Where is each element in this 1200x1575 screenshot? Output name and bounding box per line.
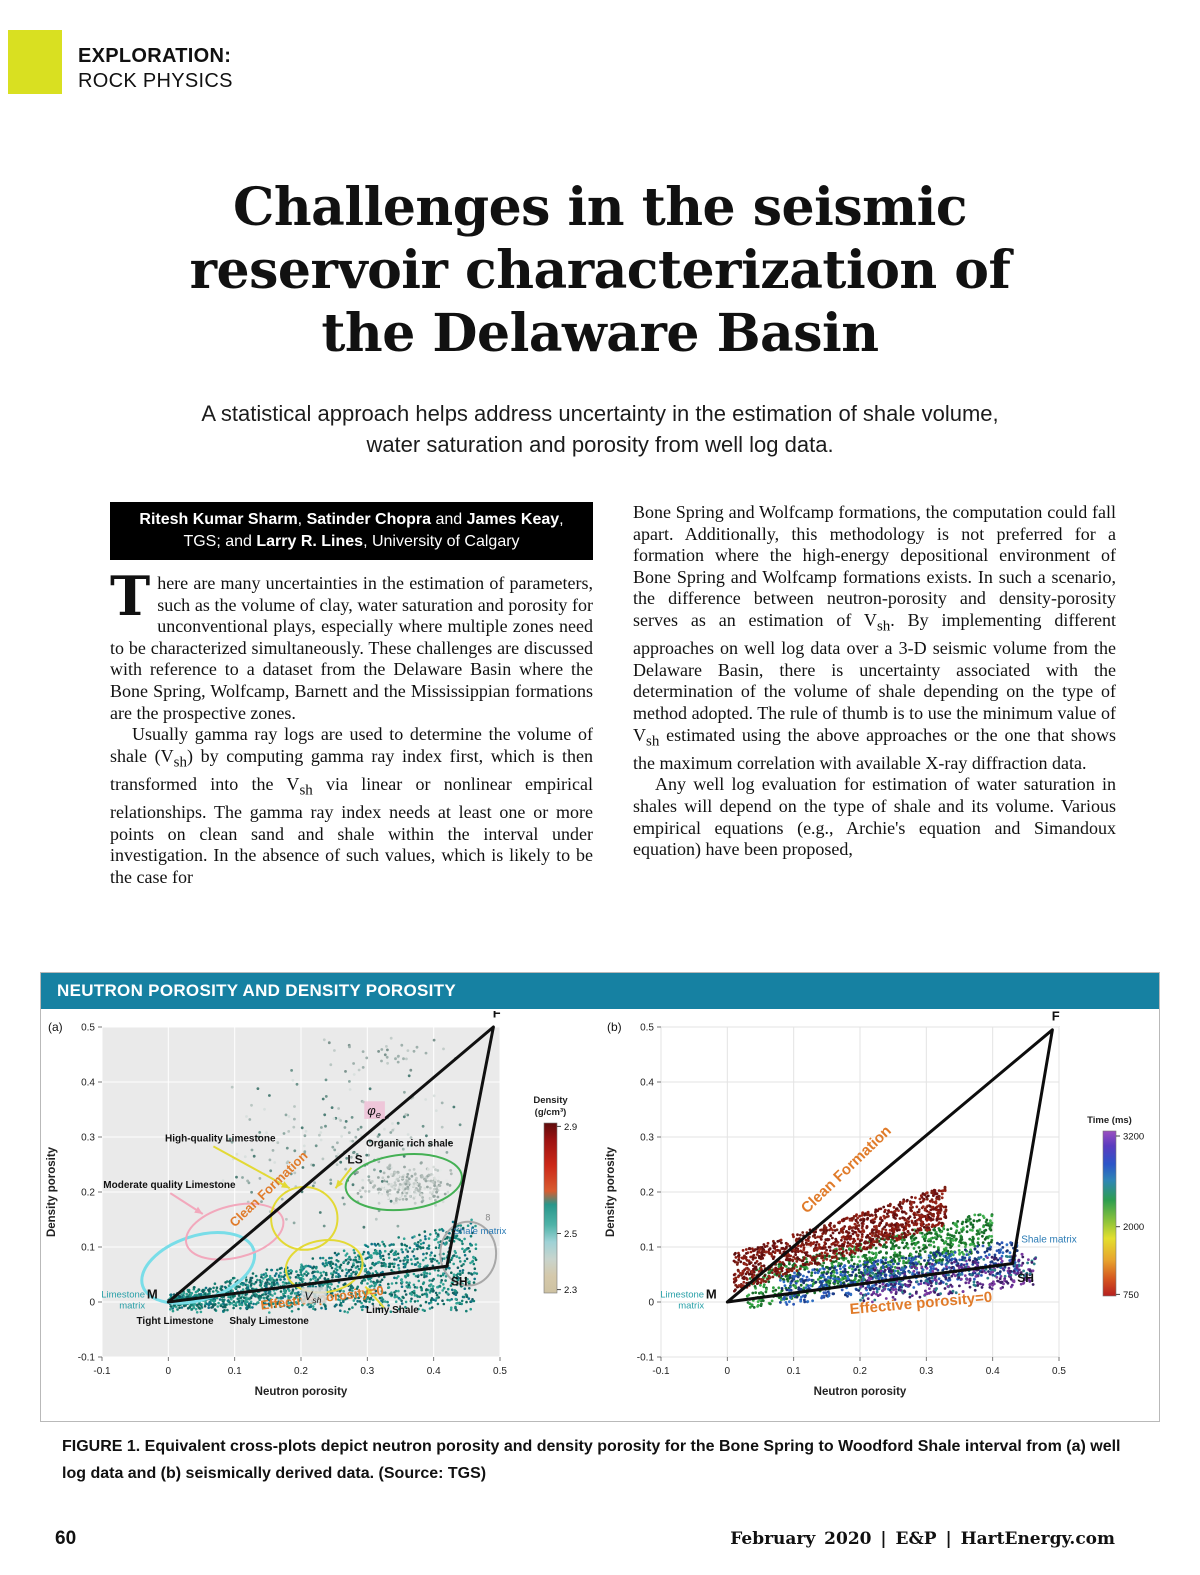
svg-text:2.9: 2.9 (564, 1122, 577, 1133)
svg-text:Shaly Limestone: Shaly Limestone (229, 1316, 309, 1327)
page-number: 60 (55, 1528, 77, 1549)
article-body: Ritesh Kumar Sharm, Satinder Chopra and … (110, 502, 1116, 966)
svg-text:M: M (147, 1287, 158, 1302)
svg-text:Moderate quality Limestone: Moderate quality Limestone (103, 1180, 236, 1191)
svg-text:Density porosity: Density porosity (46, 1146, 58, 1237)
svg-text:2.5: 2.5 (564, 1229, 577, 1240)
svg-text:High-quality Limestone: High-quality Limestone (165, 1133, 276, 1144)
svg-text:0.4: 0.4 (81, 1078, 95, 1089)
svg-text:(a): (a) (48, 1020, 63, 1034)
figure-caption: FIGURE 1. Equivalent cross-plots depict … (62, 1438, 1121, 1482)
svg-text:-0.1: -0.1 (93, 1366, 111, 1377)
body-paragraph-2: Usually gamma ray logs are used to deter… (110, 724, 593, 887)
crossplot-panel-b: (b) Clean Formation Effective porosity=0 F M… (601, 1008, 1158, 1415)
svg-text:SH: SH (451, 1275, 468, 1289)
category-color-square (8, 30, 62, 94)
svg-text:0.5: 0.5 (81, 1023, 95, 1034)
body-column-left: Ritesh Kumar Sharm, Satinder Chopra and … (110, 502, 593, 966)
svg-text:F: F (493, 1011, 501, 1021)
svg-text:Limy Shale: Limy Shale (366, 1305, 419, 1316)
byline-box: Ritesh Kumar Sharm, Satinder Chopra and … (110, 502, 593, 560)
svg-text:0.2: 0.2 (81, 1188, 95, 1199)
svg-text:0.3: 0.3 (360, 1366, 374, 1377)
body-column-right: Bone Spring and Wolfcamp formations, the… (633, 502, 1116, 966)
dropcap: T (110, 564, 151, 628)
body-paragraph-4: Any well log evaluation for estimation o… (633, 774, 1116, 860)
figure-panels: (a) Clean Formation Effective porosity=0 F M… (41, 1006, 1159, 1421)
svg-text:2.3: 2.3 (564, 1285, 577, 1296)
title-line-2: reservoir characterization of (189, 240, 1011, 301)
footer-publication-info: February 2020 | E&P | HartEnergy.com (730, 1529, 1115, 1549)
figure-1: NEUTRON POROSITY AND DENSITY POROSITY (a… (40, 972, 1160, 1487)
svg-text:0.5: 0.5 (493, 1366, 507, 1377)
figure-banner: NEUTRON POROSITY AND DENSITY POROSITY (41, 973, 1159, 1009)
page-footer: 60 February 2020 | E&P | HartEnergy.com (55, 1528, 1115, 1550)
svg-text:0.4: 0.4 (427, 1366, 441, 1377)
svg-text:Neutron porosity: Neutron porosity (255, 1386, 348, 1398)
svg-text:LS: LS (347, 1152, 362, 1166)
svg-text:0: 0 (166, 1366, 172, 1377)
svg-text:Organic rich shale: Organic rich shale (366, 1138, 454, 1149)
byline-line-1: Ritesh Kumar Sharm, Satinder Chopra and … (139, 511, 564, 528)
article-subtitle: A statistical approach helps address unc… (201, 401, 999, 457)
byline-line-2: TGS; and Larry R. Lines, University of C… (183, 533, 520, 550)
figure-box: NEUTRON POROSITY AND DENSITY POROSITY (a… (40, 972, 1160, 1422)
masthead: EXPLORATION: ROCK PHYSICS (8, 30, 233, 94)
svg-text:0.2: 0.2 (294, 1366, 308, 1377)
title-line-1: Challenges in the seismic (232, 177, 968, 238)
svg-text:(b): (b) (607, 1020, 622, 1034)
crossplot-panel-a: (a) Clean Formation Effective porosity=0 F M… (42, 1006, 599, 1415)
title-line-3: the Delaware Basin (321, 303, 879, 364)
svg-text:0: 0 (89, 1298, 95, 1309)
svg-text:0.3: 0.3 (81, 1133, 95, 1144)
svg-text:-0.1: -0.1 (78, 1353, 96, 1364)
svg-text:Shale matrix: Shale matrix (454, 1226, 507, 1237)
body-paragraph-3: Bone Spring and Wolfcamp formations, the… (633, 502, 1116, 773)
svg-text:Density: Density (533, 1095, 568, 1106)
svg-text:Tight Limestone: Tight Limestone (137, 1316, 214, 1327)
paragraph-1-text: here are many uncertainties in the estim… (110, 573, 593, 723)
svg-text:8: 8 (485, 1213, 490, 1223)
subcategory-label: ROCK PHYSICS (78, 70, 233, 92)
category-label: EXPLORATION: (78, 45, 232, 67)
svg-text:(g/cm³): (g/cm³) (535, 1107, 567, 1118)
category-block: EXPLORATION: ROCK PHYSICS (78, 30, 233, 94)
svg-text:0.1: 0.1 (81, 1243, 95, 1254)
svg-text:0.1: 0.1 (228, 1366, 242, 1377)
article-title: Challenges in the seismic reservoir chara… (0, 176, 1200, 365)
